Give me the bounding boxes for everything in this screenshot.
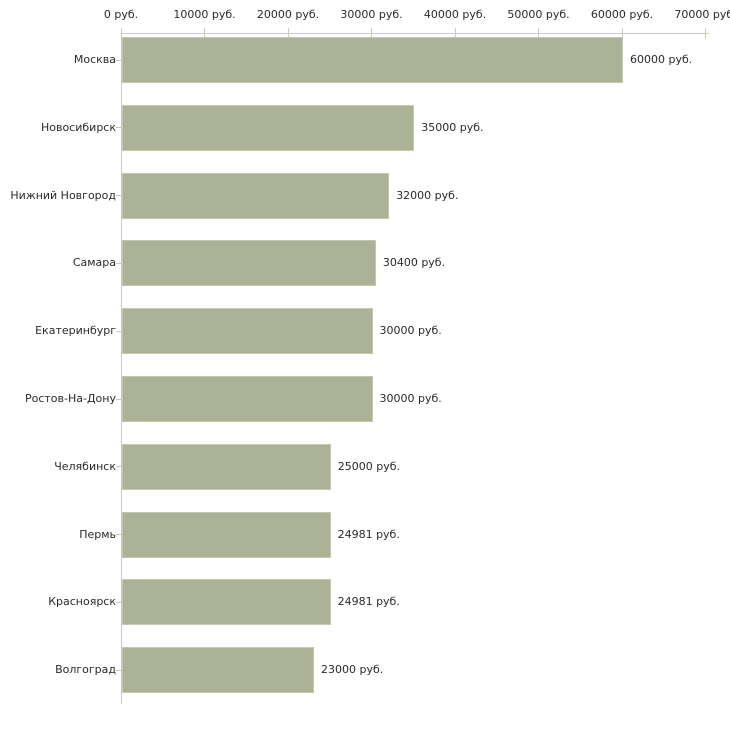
x-axis-tick-label: 20000 руб. (256, 8, 320, 21)
value-label: 30400 руб. (382, 256, 446, 270)
bar (122, 240, 376, 287)
x-axis-tick-label: 30000 руб. (340, 8, 403, 21)
x-axis-tick-label: 60000 руб. (590, 8, 654, 21)
bar (122, 376, 373, 422)
y-axis-tick (116, 330, 121, 332)
y-axis-tick (116, 398, 121, 400)
value-label: 35000 руб. (421, 120, 484, 134)
x-axis-tick (120, 27, 122, 39)
category-label: Москва (73, 53, 116, 66)
category-label: Екатеринбург (35, 324, 116, 338)
y-axis-tick (116, 601, 121, 603)
x-axis-tick-label: 50000 руб. (507, 8, 570, 21)
x-axis-tick (287, 27, 289, 39)
bar (122, 37, 623, 83)
bar (122, 104, 415, 151)
value-label: 32000 руб. (396, 188, 459, 202)
category-label: Челябинск (54, 459, 116, 473)
x-axis-tick-label: 70000 руб. (674, 8, 730, 21)
x-axis-tick (204, 27, 205, 39)
value-label: 30000 руб. (379, 392, 442, 405)
y-axis-tick (116, 262, 121, 264)
category-label: Самара (72, 256, 116, 270)
category-label: Ростов-На-Дону (24, 392, 116, 405)
x-axis-tick-label: 10000 руб. (173, 8, 236, 21)
y-axis-line (121, 33, 122, 704)
category-label: Нижний Новгород (10, 188, 116, 202)
bar (122, 308, 373, 355)
bar (122, 172, 390, 219)
x-axis-tick (371, 27, 372, 39)
x-axis-tick (621, 27, 623, 39)
value-label: 23000 руб. (321, 663, 384, 677)
x-axis-tick-label: 0 руб. (103, 8, 139, 21)
y-axis-tick (116, 127, 121, 129)
y-axis-tick (116, 195, 121, 197)
y-axis-tick (116, 669, 121, 671)
x-axis-line (121, 33, 709, 34)
bar (122, 579, 331, 626)
value-label: 30000 руб. (379, 324, 442, 338)
bar (122, 647, 315, 694)
category-label: Новосибирск (40, 120, 116, 134)
value-label: 25000 руб. (337, 459, 401, 473)
bar (122, 443, 331, 490)
category-label: Пермь (79, 527, 116, 541)
value-label: 24981 руб. (337, 527, 400, 541)
x-axis-tick (538, 27, 539, 39)
category-label: Волгоград (55, 663, 116, 677)
value-label: 24981 руб. (337, 595, 400, 609)
y-axis-tick (116, 59, 121, 61)
x-axis-tick-label: 40000 руб. (423, 8, 487, 21)
y-axis-tick (116, 534, 121, 536)
value-label: 60000 руб. (630, 53, 693, 66)
x-axis-tick (454, 27, 456, 39)
y-axis-tick (116, 466, 121, 468)
bar (122, 511, 331, 558)
category-label: Красноярск (48, 595, 116, 609)
x-axis-tick (705, 27, 706, 39)
